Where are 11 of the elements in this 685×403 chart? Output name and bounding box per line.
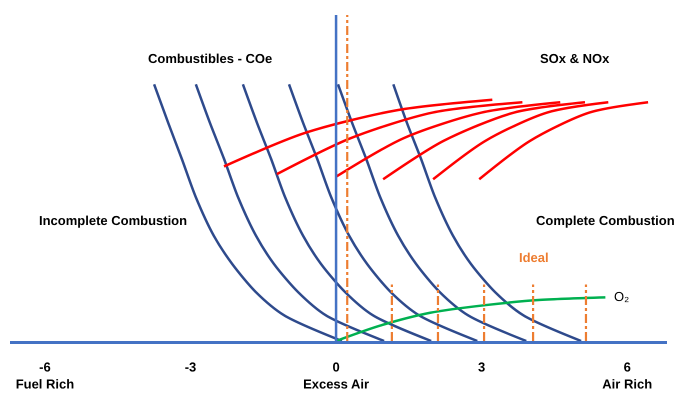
annotation: Ideal — [519, 250, 549, 265]
x-tick-label: 0 Excess Air — [303, 359, 370, 392]
text: SOx & NOx — [540, 51, 610, 66]
annotation: O₂ — [614, 289, 630, 304]
x-tick-label: 6 Air Rich — [602, 359, 652, 392]
annotation: Incomplete Combustion — [39, 213, 188, 228]
x-tick-label: -6 Fuel Rich — [16, 359, 74, 392]
text: Combustibles - COe — [148, 51, 272, 66]
x-tick-label: -3 — [184, 359, 196, 374]
x-tick-label: 3 — [478, 359, 486, 374]
annotation: Complete Combustion — [536, 213, 675, 228]
